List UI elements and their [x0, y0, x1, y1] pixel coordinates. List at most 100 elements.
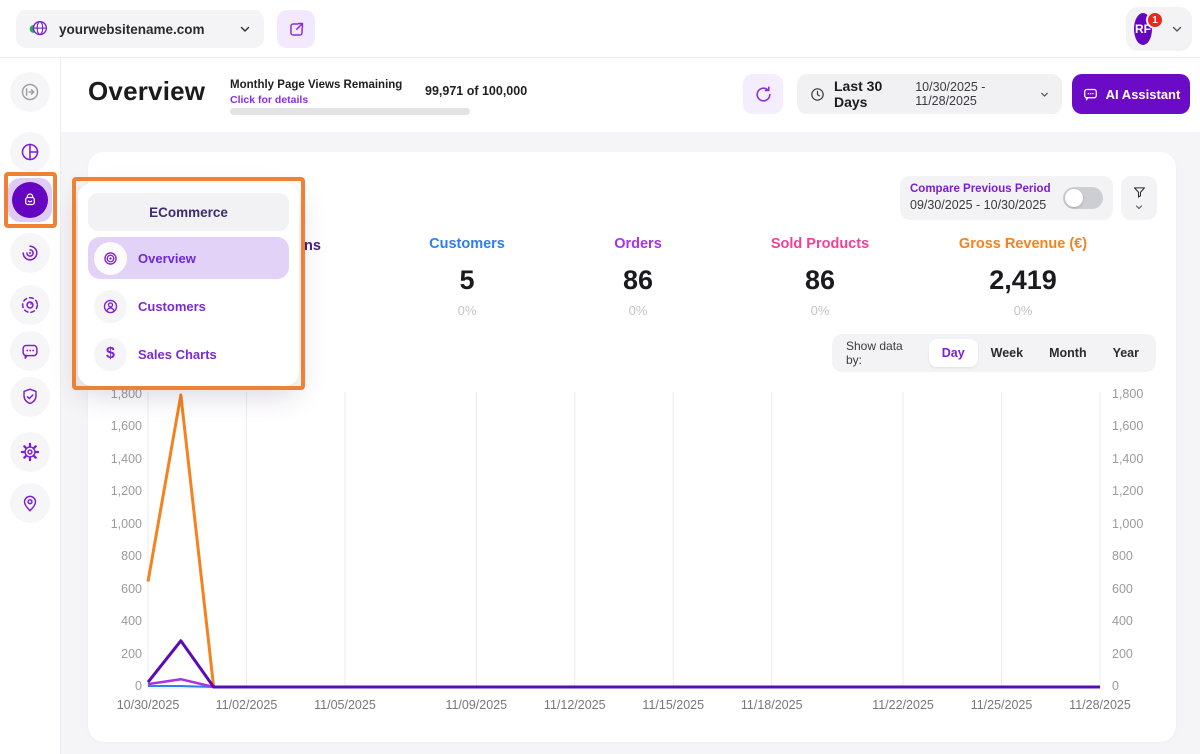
y-tick-label: 1,200	[1112, 484, 1144, 499]
usage-label: Monthly Page Views Remaining	[230, 79, 403, 91]
chevron-down-icon	[1134, 202, 1144, 212]
date-range-picker[interactable]: Last 30 Days 10/30/2025 - 11/28/2025	[797, 74, 1062, 114]
session-recording-icon[interactable]	[10, 285, 50, 325]
website-selector[interactable]: yourwebsitename.com	[16, 10, 264, 48]
x-tick-label: 11/22/2025	[872, 698, 934, 712]
external-link-icon	[287, 20, 306, 39]
tab-week[interactable]: Week	[990, 346, 1024, 360]
y-tick-label: 600	[1112, 581, 1133, 596]
location-pin-icon[interactable]	[10, 483, 50, 523]
metric-sold-products: Sold Products 86 0%	[735, 236, 905, 318]
tab-month[interactable]: Month	[1049, 346, 1087, 360]
sidebar-item-ecommerce[interactable]	[8, 178, 52, 222]
chevron-down-icon	[1170, 22, 1184, 36]
y-tick-label: 0	[135, 679, 142, 693]
sales-line-chart[interactable]	[146, 388, 1101, 689]
y-tick-label: 400	[121, 614, 142, 629]
y-tick-label: 0	[1112, 679, 1119, 693]
y-tick-label: 1,000	[110, 516, 142, 531]
compare-label: Compare Previous Period	[910, 182, 1051, 195]
usage-progress-fill	[230, 108, 470, 115]
open-website-button[interactable]	[277, 10, 315, 48]
metric-label: Sold Products	[770, 236, 870, 252]
chat-bubble-icon[interactable]	[10, 331, 50, 371]
y-tick-label: 800	[121, 549, 142, 564]
y-tick-label: 600	[121, 581, 142, 596]
metric-value: 86	[804, 265, 836, 295]
menu-header: ECommerce	[88, 193, 289, 231]
ecommerce-dropdown-menu: ECommerce Overview Customers $ Sales Cha…	[78, 183, 299, 386]
menu-item-sales-charts[interactable]: $ Sales Charts	[88, 333, 289, 375]
x-tick-label: 11/09/2025	[445, 698, 508, 712]
sidebar	[0, 58, 61, 754]
metric-delta: 0%	[810, 303, 830, 318]
metric-value: 5	[459, 265, 475, 295]
show-data-by: Show data by: Day Week Month Year	[832, 334, 1156, 372]
x-tick-label: 11/12/2025	[543, 698, 606, 712]
globe-icon	[28, 18, 50, 40]
ai-chat-icon	[1082, 86, 1099, 103]
tab-year[interactable]: Year	[1112, 346, 1139, 360]
menu-item-label: Overview	[138, 250, 196, 266]
toggle-knob	[1065, 189, 1083, 207]
metric-label: Customers	[429, 236, 505, 252]
x-tick-label: 11/18/2025	[740, 698, 803, 712]
x-tick-label: 10/30/2025	[116, 698, 180, 712]
compare-toggle[interactable]	[1063, 187, 1103, 209]
account-menu[interactable]: RF 1	[1126, 7, 1192, 51]
x-tick-label: 11/05/2025	[314, 698, 376, 712]
chevron-down-icon	[238, 22, 252, 36]
y-tick-label: 1,200	[110, 484, 142, 499]
y-tick-label: 200	[1112, 646, 1133, 661]
target-icon	[94, 241, 127, 275]
metric-orders: Orders 86 0%	[553, 236, 723, 318]
privacy-shield-icon[interactable]	[10, 377, 50, 417]
compare-range: 09/30/2025 - 10/30/2025	[910, 198, 1047, 213]
y-tick-label: 1,400	[1112, 451, 1144, 466]
behavior-spiral-icon[interactable]	[10, 233, 50, 273]
y-tick-label: 1,400	[110, 451, 142, 466]
menu-item-label: Sales Charts	[138, 346, 217, 362]
y-tick-label: 1,600	[110, 419, 142, 434]
x-tick-label: 11/25/2025	[970, 698, 1033, 712]
x-tick-label: 11/02/2025	[215, 698, 278, 712]
metric-delta: 0%	[1013, 303, 1033, 318]
filter-button[interactable]	[1121, 176, 1157, 220]
shopping-bag-icon	[12, 182, 48, 218]
dollar-icon: $	[94, 337, 127, 371]
website-name: yourwebsitename.com	[59, 21, 205, 37]
metric-delta: 0%	[457, 303, 477, 318]
usage-value: 99,971 of 100,000	[425, 84, 528, 98]
customer-icon	[94, 289, 127, 323]
refresh-icon	[754, 85, 773, 104]
date-range-label: Last 30 Days	[834, 78, 883, 110]
metric-customers: Customers 5 0%	[382, 236, 552, 318]
date-range-value: 10/30/2025 - 11/28/2025	[915, 80, 986, 108]
ai-assistant-label: AI Assistant	[1105, 86, 1181, 102]
usage-progress-bar	[230, 108, 470, 115]
metric-value: 2,419	[989, 265, 1057, 295]
ai-assistant-button[interactable]: AI Assistant	[1072, 74, 1190, 114]
menu-item-overview[interactable]: Overview	[88, 237, 289, 279]
panel-expand-icon[interactable]	[10, 72, 50, 112]
y-tick-label: 1,800	[1112, 387, 1144, 401]
chevron-down-icon	[1039, 89, 1050, 100]
tab-day[interactable]: Day	[928, 339, 978, 367]
metric-label: Orders	[614, 236, 662, 252]
metric-gross-revenue: Gross Revenue (€) 2,419 0%	[938, 236, 1108, 318]
dark-purple-line	[146, 639, 1100, 689]
y-tick-label: 1,600	[1112, 419, 1144, 434]
compare-previous-period: Compare Previous Period 09/30/2025 - 10/…	[900, 176, 1113, 220]
settings-gear-icon[interactable]	[10, 432, 50, 472]
y-tick-label: 200	[121, 646, 142, 661]
usage-details-link[interactable]: Click for details	[230, 94, 309, 106]
metric-label: Gross Revenue (€)	[958, 236, 1088, 252]
metric-label-partially-hidden: ns	[304, 238, 321, 254]
pie-dashboard-icon[interactable]	[10, 132, 50, 172]
show-data-by-label: Show data by:	[846, 339, 903, 367]
menu-item-customers[interactable]: Customers	[88, 285, 289, 327]
y-tick-label: 400	[1112, 614, 1133, 629]
top-bar: yourwebsitename.com RF 1	[0, 0, 1200, 58]
clock-icon	[809, 86, 826, 103]
refresh-button[interactable]	[743, 74, 783, 114]
